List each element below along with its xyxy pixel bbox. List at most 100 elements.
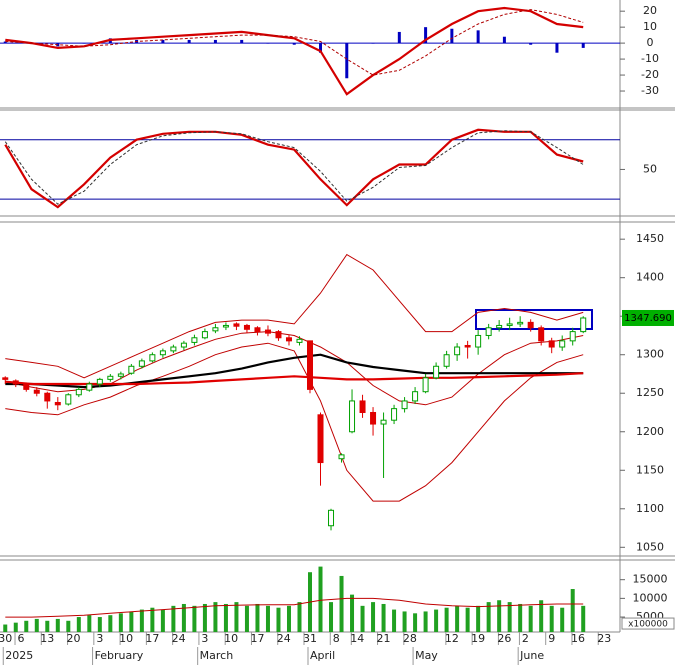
volume-bar [413, 613, 418, 632]
volume-bar [13, 622, 18, 632]
x-tick-label: 31 [303, 632, 317, 645]
volume-bar [34, 618, 39, 632]
volume-bar [139, 609, 144, 632]
volume-bar [455, 605, 460, 632]
histogram-bar [371, 43, 375, 44]
volume-bar [181, 603, 186, 632]
volume-bar [3, 624, 8, 632]
histogram-bar [240, 39, 244, 44]
candle-body [443, 354, 450, 367]
histogram-bar [424, 27, 428, 44]
volume-bar [360, 605, 365, 632]
candle-body [307, 340, 313, 390]
volume-bar [244, 605, 249, 632]
volume-bar [392, 609, 397, 632]
candle-body [559, 340, 566, 348]
unit-label: x100000 [628, 620, 668, 630]
indicator-line [5, 253, 584, 379]
highlight-box [475, 309, 593, 330]
volume-bar [476, 605, 481, 632]
y-tick-label: 1250 [636, 386, 664, 399]
candle-body [128, 365, 135, 374]
candle-body [138, 360, 145, 367]
candle-body [12, 380, 19, 385]
x-tick-label: 3 [201, 632, 208, 645]
x-tick-label: 21 [377, 632, 391, 645]
x-tick-label: 10 [224, 632, 238, 645]
candle-body [96, 378, 103, 385]
indicator-line [4, 128, 584, 209]
candle-body [75, 388, 82, 396]
candle-body [180, 342, 187, 348]
indicator-line [5, 6, 584, 96]
candle-body [44, 392, 51, 402]
x-tick-label: 9 [548, 632, 555, 645]
candle-body [54, 401, 61, 406]
signal-line [5, 9, 584, 76]
volume-bar [371, 602, 376, 632]
signal-line [4, 130, 584, 205]
y-tick-label: 1200 [636, 425, 664, 438]
volume-bar [276, 607, 281, 632]
candle-body [107, 375, 114, 380]
histogram-bar [213, 39, 217, 44]
candle-body [359, 400, 366, 413]
volume-bar [444, 607, 449, 632]
candle-body [401, 400, 408, 410]
volume-bar [423, 611, 428, 632]
x-tick-label: 17 [250, 632, 264, 645]
volume-bar [150, 607, 155, 632]
volume-bar [171, 605, 176, 632]
x-tick-label: 14 [350, 632, 364, 645]
x-tick-label: 12 [445, 632, 459, 645]
candle-body [496, 324, 503, 329]
candle-body [485, 327, 492, 336]
candle-body [33, 389, 40, 394]
candle-body [201, 331, 208, 339]
volume-bar [160, 609, 165, 632]
histogram-bar [319, 43, 323, 53]
x-tick-label: 2 [522, 632, 529, 645]
month-label: May [415, 649, 438, 662]
volume-bar [549, 605, 554, 632]
histogram-bar [529, 43, 533, 45]
histogram-bar [3, 41, 7, 44]
volume-bar [497, 600, 502, 632]
y-tick-label: -20 [641, 68, 659, 81]
histogram-bar [345, 43, 349, 79]
volume-bar [402, 611, 407, 632]
volume-bar [560, 607, 565, 632]
candle-body [243, 324, 250, 330]
candle-body [454, 346, 461, 356]
candle-body [222, 324, 229, 328]
y-tick-label: 1150 [636, 463, 664, 476]
candle-body [317, 414, 324, 464]
volume-bar [518, 603, 523, 632]
histogram-bar [476, 30, 480, 44]
candle-body [422, 377, 429, 393]
volume-bar [570, 589, 575, 632]
volume-bar [581, 605, 586, 632]
candle-body [23, 383, 30, 390]
candle-body [527, 321, 534, 329]
volume-bar [539, 600, 544, 632]
x-tick-label: 17 [145, 632, 159, 645]
y-tick-label: 1100 [636, 502, 664, 515]
volume-bar [297, 602, 302, 632]
volume-bar [55, 618, 60, 632]
volume-bar [465, 607, 470, 632]
candle-body [433, 365, 440, 379]
volume-bar [434, 609, 439, 632]
frames [0, 0, 675, 633]
volume-bar [486, 602, 491, 632]
histogram-bar [82, 43, 86, 44]
histogram-bar [187, 39, 191, 44]
candle-body [285, 337, 292, 342]
candle-body [538, 327, 545, 342]
candle-body [580, 317, 587, 333]
candle-body [117, 373, 124, 377]
x-tick-label: 3 [96, 632, 103, 645]
last-price-box [622, 309, 674, 326]
volume-bar [129, 611, 134, 632]
